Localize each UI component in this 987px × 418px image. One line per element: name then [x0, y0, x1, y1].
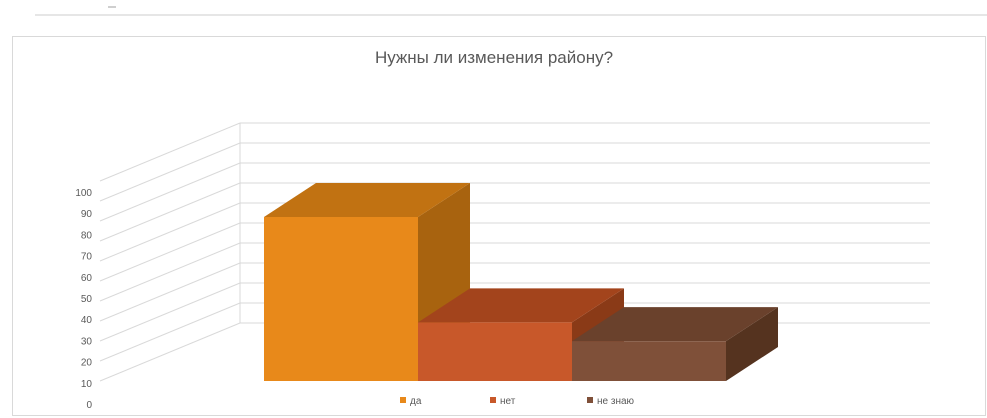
- legend-swatch: [400, 397, 406, 403]
- y-tick-label: 0: [86, 400, 92, 411]
- legend-label: не знаю: [597, 396, 635, 407]
- bar-top: [572, 307, 778, 342]
- gridline-side: [99, 322, 241, 382]
- gridline-side: [99, 302, 241, 362]
- legend-label: да: [410, 396, 422, 407]
- bar: [572, 341, 726, 381]
- chart-title: Нужны ли изменения району?: [375, 48, 613, 67]
- bar: [418, 322, 572, 381]
- gridline-side: [99, 282, 241, 342]
- y-tick-label: 90: [81, 209, 93, 220]
- gridline-side: [99, 122, 241, 182]
- bars: [264, 183, 778, 381]
- gridline-side: [99, 242, 241, 302]
- gridline-side: [99, 142, 241, 202]
- bar-side: [726, 307, 778, 381]
- legend-label: нет: [500, 396, 516, 407]
- y-tick-label: 40: [81, 315, 93, 326]
- legend-swatch: [587, 397, 593, 403]
- y-tick-label: 20: [81, 358, 93, 369]
- y-tick-label: 100: [75, 188, 92, 199]
- gridline-side: [99, 222, 241, 282]
- gridline-side: [99, 162, 241, 222]
- legend: да нет не знаю: [400, 396, 635, 407]
- bar-top: [264, 183, 470, 217]
- top-tick-mark: [108, 6, 116, 8]
- legend-swatch: [490, 397, 496, 403]
- y-axis-ticks: 0 10 20 30 40 50 60 70 80 90 100: [75, 188, 92, 411]
- gridline-side: [99, 202, 241, 262]
- y-tick-label: 50: [81, 294, 93, 305]
- y-tick-label: 60: [81, 273, 93, 284]
- top-divider: [35, 14, 987, 16]
- y-tick-label: 80: [81, 230, 93, 241]
- gridline-side: [99, 182, 241, 242]
- bar-top: [418, 288, 624, 323]
- gridline-side: [99, 262, 241, 322]
- y-tick-label: 30: [81, 336, 93, 347]
- y-tick-label: 10: [81, 379, 93, 390]
- y-tick-label: 70: [81, 252, 93, 263]
- bar: [264, 217, 418, 381]
